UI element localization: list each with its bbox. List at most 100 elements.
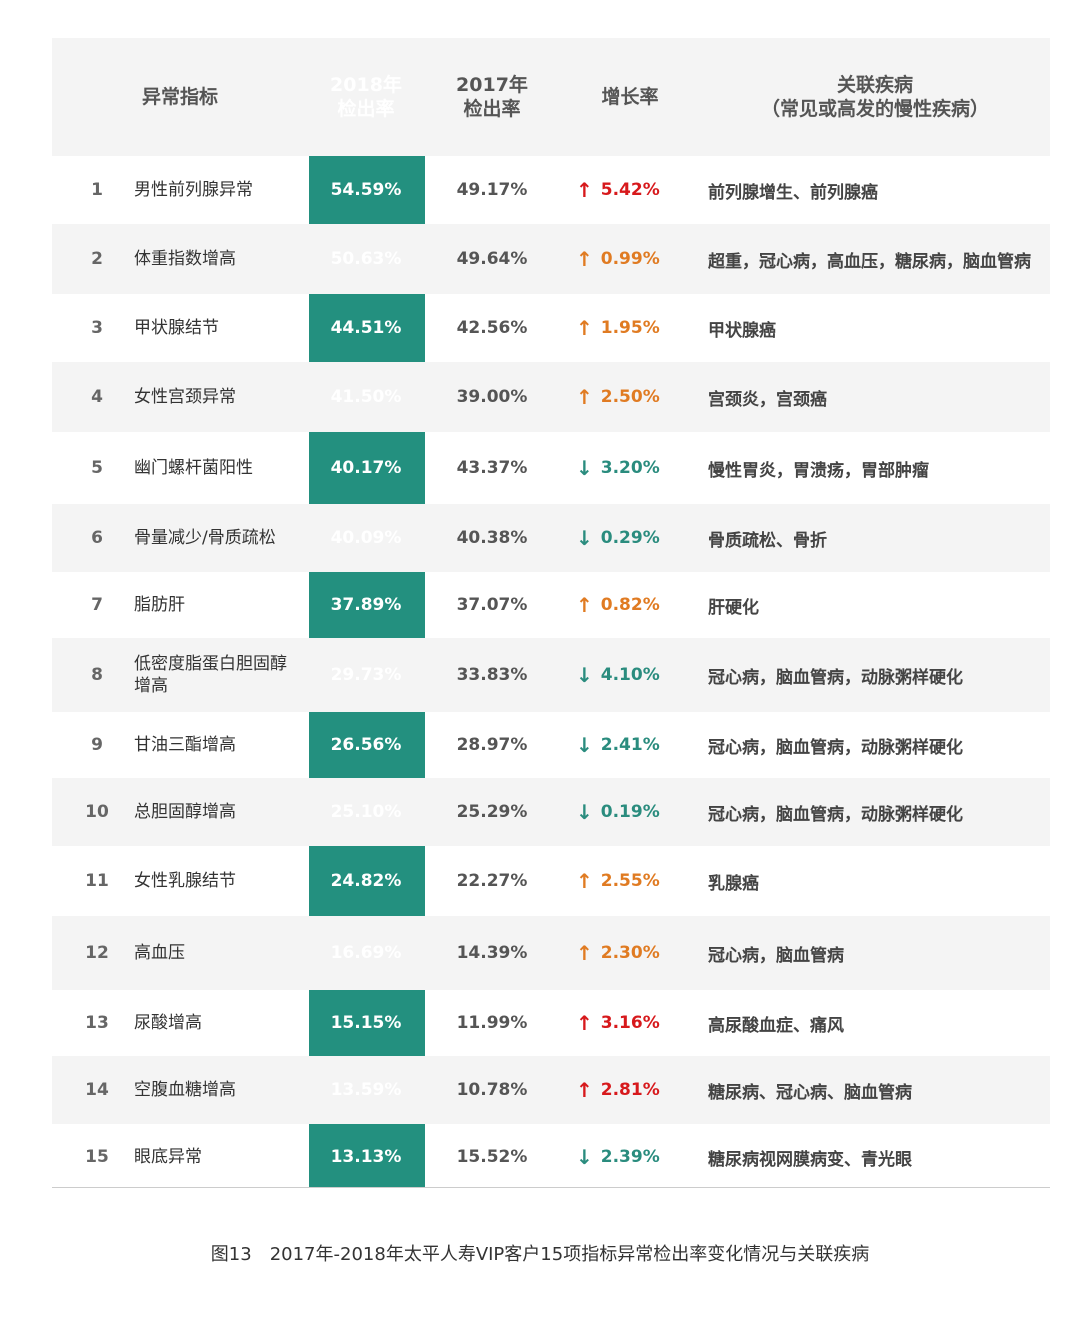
header-rate-2017: 2017年 检出率 [424, 73, 560, 121]
rate-2018: 13.13% [330, 1147, 402, 1167]
rate-2018: 40.17% [330, 458, 402, 478]
rate-2017: 33.83% [456, 665, 528, 685]
rate-2018: 50.63% [330, 249, 402, 269]
row-number: 12 [85, 943, 109, 963]
rate-2017: 40.38% [456, 528, 528, 548]
rate-2018: 15.15% [330, 1013, 402, 1033]
related-disease: 乳腺癌 [708, 873, 759, 894]
related-disease: 冠心病，脑血管病 [708, 945, 844, 966]
growth-rate: ↓ 0.29% [560, 528, 700, 548]
rate-2018: 13.59% [330, 1080, 402, 1100]
related-disease: 冠心病，脑血管病，动脉粥样硬化 [708, 804, 963, 825]
related-disease: 肝硬化 [708, 597, 759, 618]
header-disease-title: 关联疾病 [836, 74, 913, 96]
table-body: 1 男性前列腺异常 54.59% 49.17% ↑ 5.42% 前列腺增生、前列腺癌 2 体重指… [52, 156, 1050, 1190]
growth-rate: ↓ 3.20% [560, 458, 700, 478]
growth-value: 0.99% [600, 249, 660, 269]
rate-2018: 44.51% [330, 318, 402, 338]
growth-value: 2.39% [600, 1147, 660, 1167]
indicator-name-text: 脂肪肝 [134, 595, 185, 615]
table-row: 5 幽门螺杆菌阳性 40.17% 43.37% ↓ 3.20% 慢性胃炎，胃溃疡，胃部肿瘤 [52, 432, 1050, 504]
indicator-name-text: 低密度脂蛋白胆固醇增高 [134, 654, 287, 696]
row-number: 5 [91, 458, 103, 478]
rate-2017: 15.52% [456, 1147, 528, 1167]
growth-rate: ↑ 2.30% [560, 943, 700, 963]
table-row: 2 体重指数增高 50.63% 49.64% ↑ 0.99% 超重，冠心病，高血压，糖尿病，… [52, 224, 1050, 294]
row-number: 7 [91, 595, 103, 615]
rate-2018: 25.10% [330, 802, 402, 822]
row-number: 15 [85, 1147, 109, 1167]
indicator-name: 女性乳腺结节 [132, 870, 308, 892]
header-rate-2017-year: 2017年 [456, 74, 528, 96]
rate-2017: 49.64% [456, 249, 528, 269]
indicator-name: 脂肪肝 [132, 594, 308, 616]
row-number: 11 [85, 871, 109, 891]
table-row: 14 空腹血糖增高 13.59% 10.78% ↑ 2.81% 糖尿病、冠心病、脑血管病 [52, 1056, 1050, 1124]
rate-2018: 40.09% [330, 528, 402, 548]
growth-value: 0.82% [600, 595, 660, 615]
table-row: 10 总胆固醇增高 25.10% 25.29% ↓ 0.19% 冠心病，脑血管病，动脉粥样硬… [52, 778, 1050, 846]
table-row: 7 脂肪肝 37.89% 37.07% ↑ 0.82% 肝硬化 [52, 572, 1050, 638]
indicator-name: 总胆固醇增高 [132, 801, 308, 823]
rate-2018: 37.89% [330, 595, 402, 615]
table-row: 1 男性前列腺异常 54.59% 49.17% ↑ 5.42% 前列腺增生、前列腺癌 [52, 156, 1050, 224]
row-number: 10 [85, 802, 109, 822]
indicator-name-text: 高血压 [134, 943, 185, 963]
indicator-name: 体重指数增高 [132, 248, 308, 270]
related-disease: 前列腺增生、前列腺癌 [708, 182, 878, 203]
arrow-down-icon: ↓ [576, 526, 593, 550]
header-rate-2018-label: 检出率 [337, 98, 395, 120]
arrow-down-icon: ↓ [576, 1145, 593, 1169]
growth-rate: ↑ 2.81% [560, 1080, 700, 1100]
rate-2018: 41.50% [330, 387, 402, 407]
indicator-name-text: 总胆固醇增高 [134, 802, 236, 822]
growth-value: 1.95% [600, 318, 660, 338]
header-indicator: 异常指标 [141, 86, 218, 108]
table-row: 13 尿酸增高 15.15% 11.99% ↑ 3.16% 高尿酸血症、痛风 [52, 990, 1050, 1056]
growth-rate: ↓ 4.10% [560, 665, 700, 685]
row-number: 13 [85, 1013, 109, 1033]
growth-rate: ↑ 0.99% [560, 249, 700, 269]
header-rate-2018-year: 2018年 [330, 74, 402, 96]
indicator-name-text: 尿酸增高 [134, 1013, 202, 1033]
indicator-name: 高血压 [132, 942, 308, 964]
rate-2018: 16.69% [330, 943, 402, 963]
row-number: 8 [91, 665, 103, 685]
arrow-up-icon: ↑ [576, 385, 593, 409]
indicator-name-text: 女性乳腺结节 [134, 871, 236, 891]
indicator-name-text: 女性宫颈异常 [134, 387, 236, 407]
indicator-name: 空腹血糖增高 [132, 1079, 308, 1101]
table-row: 6 骨量减少/骨质疏松 40.09% 40.38% ↓ 0.29% 骨质疏松、骨折 [52, 504, 1050, 572]
arrow-up-icon: ↑ [576, 869, 593, 893]
table-row: 3 甲状腺结节 44.51% 42.56% ↑ 1.95% 甲状腺癌 [52, 294, 1050, 362]
related-disease: 超重，冠心病，高血压，糖尿病，脑血管病 [708, 251, 1031, 272]
header-growth: 增长率 [601, 86, 659, 108]
growth-value: 0.29% [600, 528, 660, 548]
indicator-name-text: 眼底异常 [134, 1147, 202, 1167]
row-number: 3 [91, 318, 103, 338]
indicator-name: 低密度脂蛋白胆固醇增高 [132, 653, 308, 697]
growth-value: 3.20% [600, 458, 660, 478]
rate-2017: 37.07% [456, 595, 528, 615]
header-disease-subtitle: （常见或高发的慢性疾病） [760, 98, 989, 120]
rate-2017: 28.97% [456, 735, 528, 755]
arrow-down-icon: ↓ [576, 733, 593, 757]
rate-2017: 22.27% [456, 871, 528, 891]
growth-value: 5.42% [600, 180, 660, 200]
related-disease: 慢性胃炎，胃溃疡，胃部肿瘤 [708, 460, 929, 481]
indicator-name: 骨量减少/骨质疏松 [132, 527, 308, 549]
growth-rate: ↑ 0.82% [560, 595, 700, 615]
table-row: 11 女性乳腺结节 24.82% 22.27% ↑ 2.55% 乳腺癌 [52, 846, 1050, 916]
indicator-name-text: 骨量减少/骨质疏松 [134, 528, 276, 548]
indicator-name: 幽门螺杆菌阳性 [132, 457, 308, 479]
indicator-name: 甲状腺结节 [132, 317, 308, 339]
table-bottom-rule [52, 1187, 1050, 1188]
table-row: 4 女性宫颈异常 41.50% 39.00% ↑ 2.50% 宫颈炎，宫颈癌 [52, 362, 1050, 432]
row-number: 9 [91, 735, 103, 755]
rate-2017: 10.78% [456, 1080, 528, 1100]
growth-value: 3.16% [600, 1013, 660, 1033]
arrow-down-icon: ↓ [576, 456, 593, 480]
related-disease: 高尿酸血症、痛风 [708, 1015, 844, 1036]
growth-value: 0.19% [600, 802, 660, 822]
indicator-name-text: 幽门螺杆菌阳性 [134, 458, 253, 478]
